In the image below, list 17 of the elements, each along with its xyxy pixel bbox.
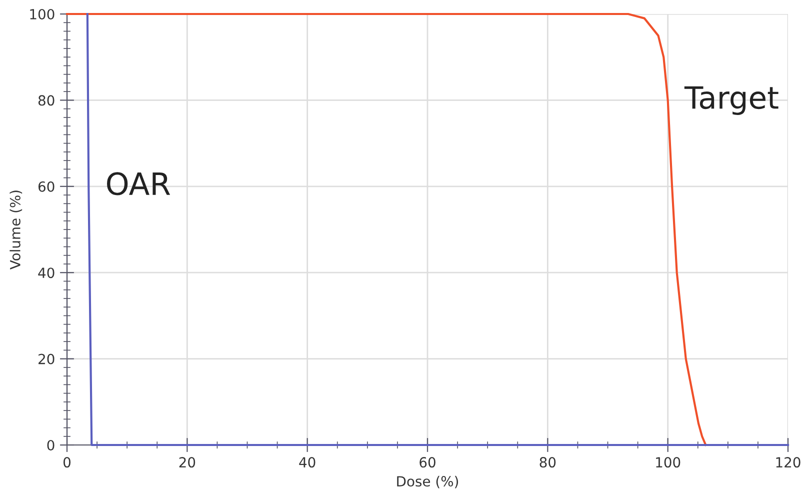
y-tick-label: 20 xyxy=(38,354,54,364)
x-axis-title: Dose (%) xyxy=(397,476,458,488)
y-tick-label: 0 xyxy=(47,440,54,450)
x-tick-label: 0 xyxy=(63,457,70,468)
x-tick-label: 100 xyxy=(656,457,680,468)
x-tick-label: 40 xyxy=(299,457,316,468)
x-tick-label: 60 xyxy=(420,457,436,468)
y-tick-label: 60 xyxy=(38,181,54,192)
y-tick-label: 40 xyxy=(38,268,54,278)
y-axis-title: Volume (%) xyxy=(10,190,22,270)
series-label: OAR xyxy=(107,172,170,196)
series-label: Target xyxy=(684,86,778,115)
x-tick-label: 120 xyxy=(776,457,800,468)
x-tick-label: 20 xyxy=(179,457,196,468)
x-tick-label: 80 xyxy=(540,457,556,468)
y-tick-label: 80 xyxy=(38,95,54,106)
y-tick-label: 100 xyxy=(30,8,54,20)
